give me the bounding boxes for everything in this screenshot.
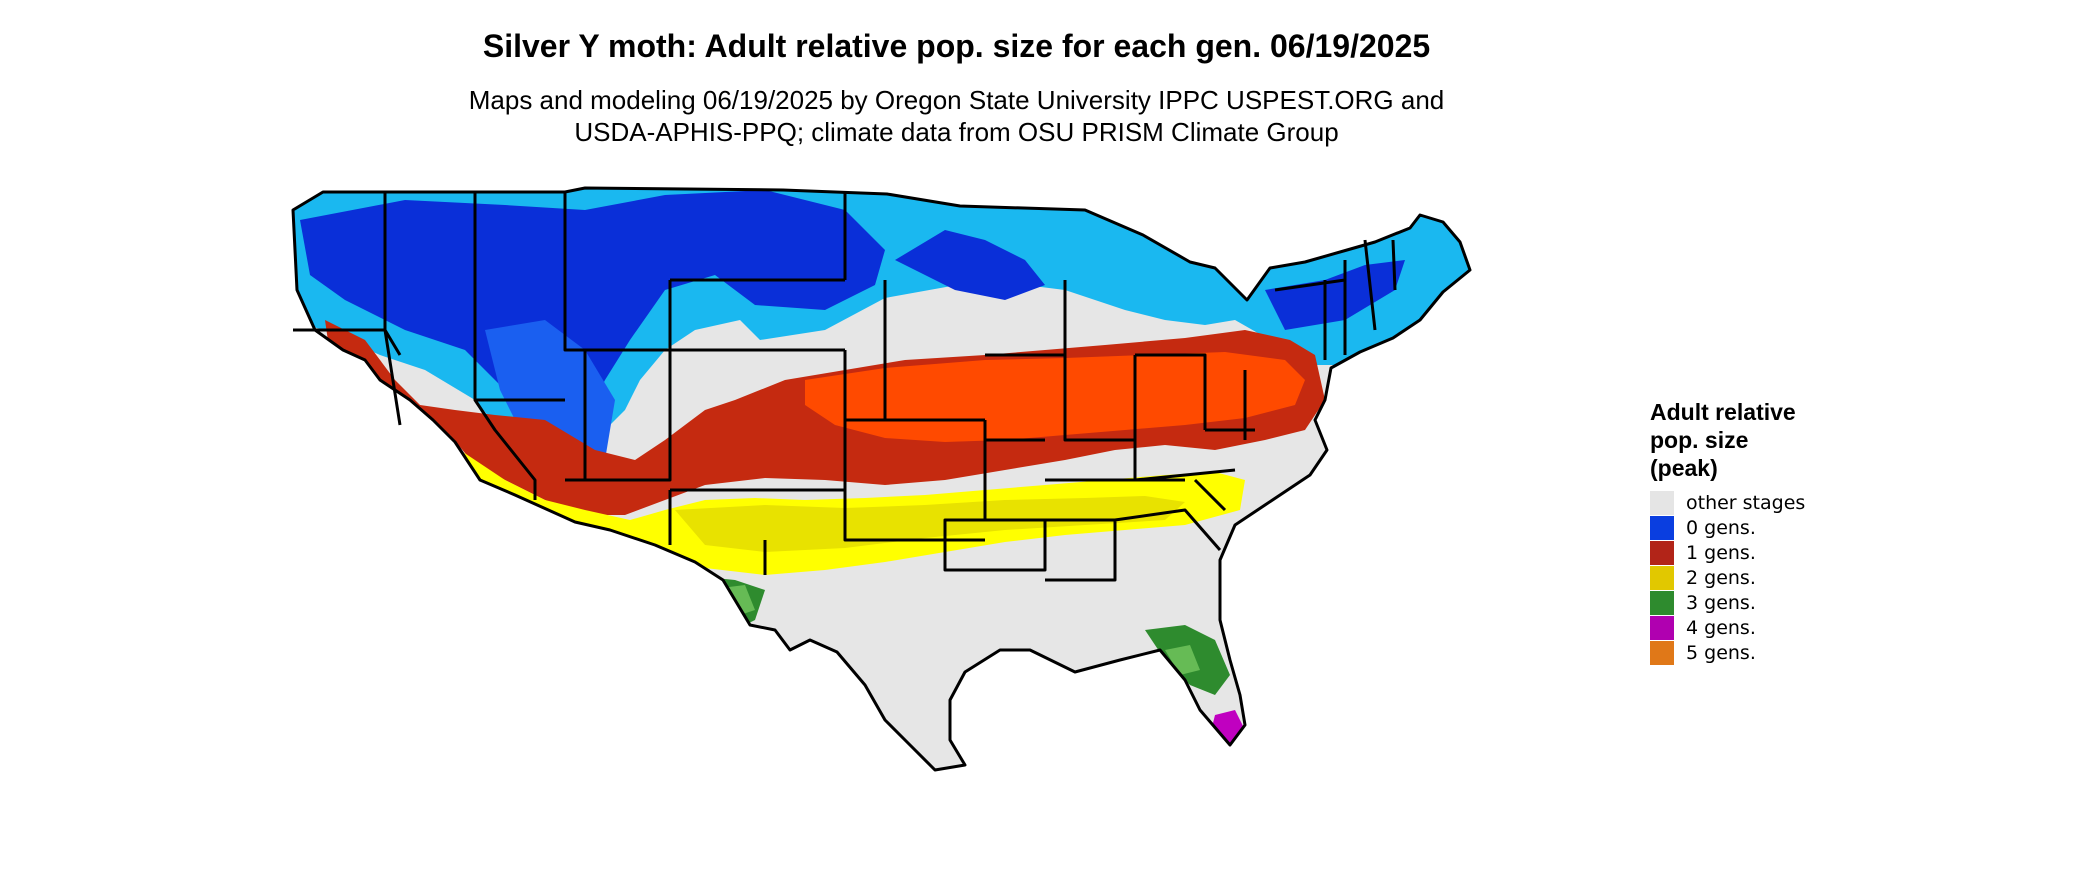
subtitle-line-2: USDA-APHIS-PPQ; climate data from OSU PR…: [574, 117, 1339, 147]
legend-label: other stages: [1686, 491, 1806, 514]
legend-item-0-gens: 0 gens.: [1650, 515, 1950, 540]
legend-swatch: [1650, 565, 1674, 590]
legend-swatch: [1650, 640, 1674, 665]
legend-item-1-gens: 1 gens.: [1650, 540, 1950, 565]
zero-gens-dark-region-west: [300, 190, 885, 430]
legend-label: 3 gens.: [1686, 591, 1756, 614]
legend-swatch: [1650, 540, 1674, 565]
legend-title: Adult relative pop. size (peak): [1650, 398, 1950, 482]
legend-item-2-gens: 2 gens.: [1650, 565, 1950, 590]
legend-swatch: [1650, 590, 1674, 615]
legend-swatch: [1650, 515, 1674, 540]
legend-label: 0 gens.: [1686, 516, 1756, 539]
legend-label: 5 gens.: [1686, 641, 1756, 664]
legend-item-3-gens: 3 gens.: [1650, 590, 1950, 615]
legend-label: 4 gens.: [1686, 616, 1756, 639]
subtitle-line-1: Maps and modeling 06/19/2025 by Oregon S…: [468, 85, 1445, 115]
zero-gens-dark-region-east: [895, 230, 1405, 330]
legend-label: 2 gens.: [1686, 566, 1756, 589]
legend: Adult relative pop. size (peak) other st…: [1650, 398, 1950, 665]
two-gens-mid-overlay: [675, 496, 1185, 552]
map-title: Silver Y moth: Adult relative pop. size …: [482, 28, 1431, 64]
legend-title-line-3: (peak): [1650, 455, 1718, 481]
legend-item-other-stages: other stages: [1650, 490, 1950, 515]
legend-label: 1 gens.: [1686, 541, 1756, 564]
legend-list: other stages 0 gens. 1 gens. 2 gens. 3 g…: [1650, 490, 1950, 665]
legend-title-line-2: pop. size: [1650, 427, 1749, 453]
map-subtitle: Maps and modeling 06/19/2025 by Oregon S…: [0, 84, 1913, 148]
state-boundaries: [291, 186, 1472, 772]
legend-swatch: [1650, 490, 1674, 515]
legend-item-4-gens: 4 gens.: [1650, 615, 1950, 640]
legend-title-line-1: Adult relative: [1650, 399, 1796, 425]
legend-swatch: [1650, 615, 1674, 640]
us-map: [285, 180, 1620, 890]
legend-item-5-gens: 5 gens.: [1650, 640, 1950, 665]
four-gens-region: [795, 710, 1245, 770]
